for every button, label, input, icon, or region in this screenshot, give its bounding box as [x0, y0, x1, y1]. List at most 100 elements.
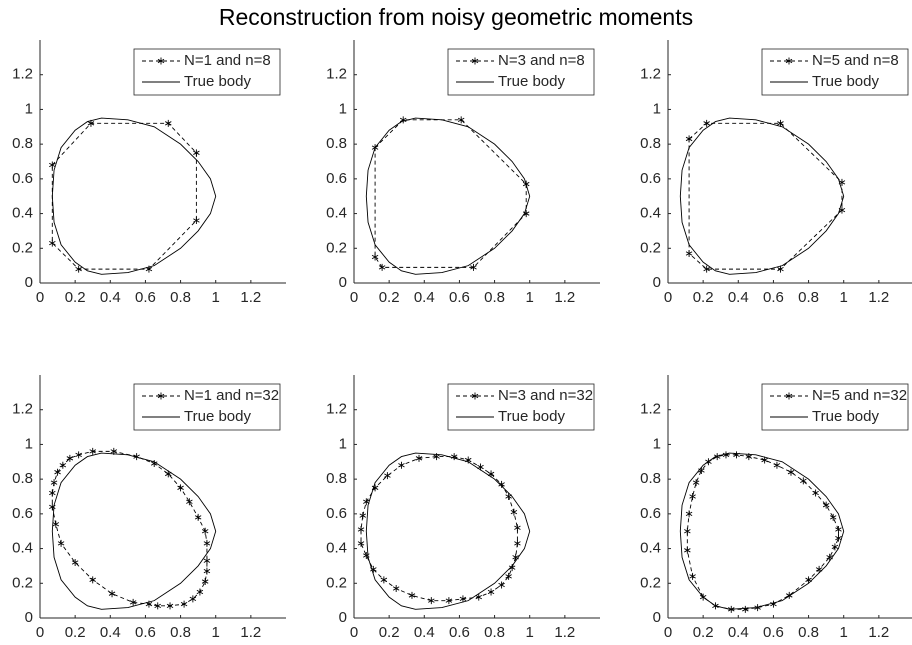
- marker: [193, 149, 200, 157]
- y-tick-label: 1.2: [640, 66, 661, 83]
- marker: [498, 581, 505, 589]
- marker: [800, 477, 807, 485]
- y-tick-label: 0.4: [326, 205, 347, 222]
- marker: [203, 567, 211, 575]
- marker: [193, 217, 200, 225]
- series-line: [365, 452, 531, 610]
- marker: [829, 513, 837, 521]
- x-tick-label: 0.4: [414, 624, 435, 641]
- marker: [514, 539, 521, 547]
- y-tick-label: 0.6: [12, 505, 33, 522]
- marker: [201, 527, 209, 535]
- marker: [177, 484, 184, 492]
- marker: [470, 263, 477, 271]
- marker: [514, 524, 521, 532]
- marker: [487, 588, 495, 596]
- legend-box: [761, 48, 909, 96]
- x-tick-label: 0.2: [693, 289, 714, 306]
- marker: [189, 595, 197, 603]
- marker: [415, 454, 423, 462]
- legend-label: N=5 and n=8: [812, 52, 899, 69]
- marker: [770, 600, 777, 608]
- x-tick-label: 0.8: [484, 289, 505, 306]
- y-tick-label: 0.4: [12, 205, 33, 222]
- x-tick-label: 1.2: [868, 624, 889, 641]
- x-tick-label: 0.2: [379, 624, 400, 641]
- subplot: 0 0.2 0.4 0.6 0.8 1 1.2 0 0.2 0.4 0.6 0.8 1 1.2 N=3 an…: [326, 375, 600, 641]
- marker: [835, 534, 842, 542]
- marker: [75, 265, 82, 273]
- marker: [194, 513, 202, 521]
- y-tick-label: 0: [25, 609, 33, 626]
- x-tick-label: 1.2: [240, 289, 261, 306]
- x-tick-label: 0.8: [798, 289, 819, 306]
- marker: [831, 543, 839, 551]
- y-tick-label: 0: [25, 274, 33, 291]
- y-tick-label: 0.4: [640, 205, 661, 222]
- series-line: [688, 122, 843, 270]
- x-tick-label: 0.4: [100, 624, 121, 641]
- marker: [510, 508, 518, 516]
- x-tick-label: 1: [212, 289, 220, 306]
- marker: [522, 210, 530, 218]
- x-tick-label: 0.6: [449, 289, 470, 306]
- series-line: [679, 117, 845, 275]
- marker: [57, 539, 65, 547]
- y-tick-label: 0.8: [12, 470, 33, 487]
- marker: [129, 598, 137, 606]
- y-tick-label: 0: [339, 609, 347, 626]
- series-line: [51, 122, 197, 270]
- marker: [196, 588, 204, 596]
- y-tick-label: 1.2: [326, 401, 347, 418]
- x-tick-label: 0.4: [728, 624, 749, 641]
- legend-label: True body: [812, 408, 879, 425]
- y-tick-label: 1.2: [326, 66, 347, 83]
- marker: [49, 489, 56, 497]
- marker: [805, 576, 812, 584]
- marker: [357, 539, 365, 547]
- marker: [464, 456, 472, 464]
- x-tick-label: 0.2: [65, 289, 86, 306]
- figure-title: Reconstruction from noisy geometric mome…: [219, 4, 693, 30]
- legend-box: [133, 48, 281, 96]
- marker: [689, 493, 696, 500]
- marker: [203, 557, 211, 565]
- x-tick-label: 0: [36, 624, 44, 641]
- marker: [835, 525, 842, 533]
- marker: [777, 119, 784, 127]
- y-tick-label: 1: [339, 100, 347, 117]
- x-tick-label: 1: [212, 624, 220, 641]
- y-tick-label: 1: [25, 100, 33, 117]
- y-tick-label: 0.8: [640, 470, 661, 487]
- marker: [787, 468, 795, 476]
- x-tick-label: 1.2: [554, 624, 575, 641]
- marker: [777, 265, 784, 273]
- marker: [52, 520, 60, 528]
- marker: [445, 597, 453, 605]
- y-tick-label: 0: [653, 609, 661, 626]
- y-tick-label: 0.4: [12, 540, 33, 557]
- y-tick-label: 0.2: [640, 574, 661, 591]
- marker: [703, 265, 710, 273]
- marker: [685, 135, 693, 143]
- series-line: [686, 454, 839, 610]
- x-tick-label: 0.2: [65, 624, 86, 641]
- marker: [384, 472, 391, 480]
- y-tick-label: 0: [339, 274, 347, 291]
- y-tick-label: 1.2: [640, 401, 661, 418]
- marker: [398, 461, 405, 469]
- legend-marker: [785, 57, 793, 65]
- marker: [371, 253, 379, 261]
- marker: [108, 590, 116, 598]
- x-tick-label: 0.8: [170, 289, 191, 306]
- marker: [54, 468, 61, 476]
- marker: [812, 489, 819, 497]
- y-tick-label: 1.2: [12, 66, 33, 83]
- marker: [505, 572, 512, 580]
- marker: [684, 546, 691, 554]
- x-tick-label: 0.8: [484, 624, 505, 641]
- y-tick-label: 0.8: [326, 470, 347, 487]
- x-tick-label: 0.6: [763, 289, 784, 306]
- y-tick-label: 0.2: [12, 239, 33, 256]
